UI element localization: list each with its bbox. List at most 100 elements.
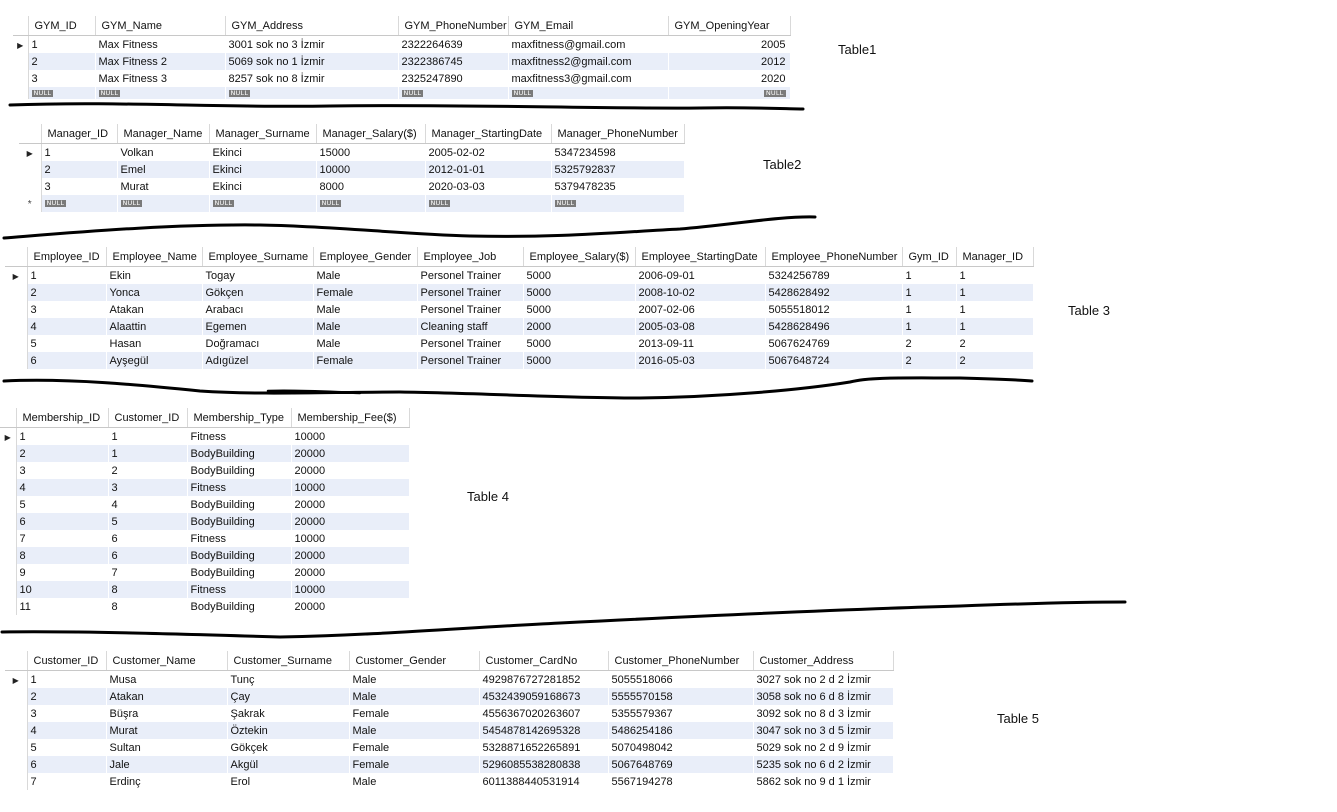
column-header[interactable]: Manager_Surname <box>209 124 317 144</box>
null-cell[interactable]: NULL <box>668 87 791 99</box>
row-selector-header[interactable] <box>19 124 42 144</box>
table-row[interactable]: 5 Sultan Gökçek Female 5328871652265891 … <box>5 739 894 756</box>
column-header[interactable]: Customer_Surname <box>227 651 350 671</box>
row-selector[interactable] <box>5 773 28 790</box>
column-header[interactable]: Membership_ID <box>16 408 109 428</box>
table-cell[interactable]: 5055518066 <box>608 670 754 688</box>
table-cell[interactable]: 1 <box>27 266 107 284</box>
table-cell[interactable]: 3058 sok no 6 d 8 İzmir <box>753 688 894 705</box>
table-cell[interactable]: 1 <box>41 143 118 161</box>
table-cell[interactable]: BodyBuilding <box>187 547 292 564</box>
table-cell[interactable]: Öztekin <box>227 722 350 739</box>
row-selector-header[interactable] <box>13 16 29 36</box>
column-header[interactable]: GYM_Address <box>225 16 399 36</box>
row-selector[interactable] <box>5 352 28 369</box>
row-selector[interactable] <box>19 178 42 195</box>
table-cell[interactable]: 20000 <box>291 496 410 513</box>
table-cell[interactable]: 8257 sok no 8 İzmir <box>225 70 399 87</box>
table-cell[interactable]: 2 <box>956 335 1034 352</box>
table-cell[interactable]: 5067624769 <box>765 335 903 352</box>
column-header[interactable]: Customer_PhoneNumber <box>608 651 754 671</box>
table-cell[interactable]: Female <box>313 352 418 369</box>
table-cell[interactable]: 20000 <box>291 462 410 479</box>
table-row[interactable]: 2 1 BodyBuilding 20000 <box>0 445 410 462</box>
table-cell[interactable]: Fitness <box>187 581 292 598</box>
table-cell[interactable]: Togay <box>202 266 314 284</box>
table-cell[interactable]: 2 <box>902 352 957 369</box>
table-cell[interactable]: 5567194278 <box>608 773 754 790</box>
table-cell[interactable]: 6 <box>27 352 107 369</box>
null-cell[interactable]: NULL <box>508 87 669 99</box>
table-cell[interactable]: Ekinci <box>209 143 317 161</box>
column-header[interactable]: Customer_ID <box>108 408 188 428</box>
table-row[interactable]: 7 6 Fitness 10000 <box>0 530 410 547</box>
table-cell[interactable]: Ekin <box>106 266 203 284</box>
table-cell[interactable]: 3 <box>16 462 109 479</box>
null-cell[interactable]: NULL <box>28 87 96 99</box>
table-cell[interactable]: Jale <box>106 756 228 773</box>
table-cell[interactable]: 10000 <box>291 530 410 547</box>
column-header[interactable]: GYM_OpeningYear <box>668 16 791 36</box>
null-cell[interactable]: NULL <box>425 195 552 212</box>
table-cell[interactable]: Gökçek <box>227 739 350 756</box>
table-row[interactable]: 4 3 Fitness 10000 <box>0 479 410 496</box>
table-cell[interactable]: Ekinci <box>209 161 317 178</box>
table-cell[interactable]: Erol <box>227 773 350 790</box>
table-cell[interactable]: 5325792837 <box>551 161 685 178</box>
table-cell[interactable]: Cleaning staff <box>417 318 524 335</box>
table-cell[interactable]: 5067648769 <box>608 756 754 773</box>
table-row[interactable]: 6 Jale Akgül Female 5296085538280838 506… <box>5 756 894 773</box>
table-row[interactable]: 3 Büşra Şakrak Female 4556367020263607 5… <box>5 705 894 722</box>
table-cell[interactable]: 10000 <box>316 161 426 178</box>
table-cell[interactable]: 2 <box>41 161 118 178</box>
table-cell[interactable]: Tunç <box>227 670 350 688</box>
table-cell[interactable]: maxfitness@gmail.com <box>508 35 669 53</box>
table-cell[interactable]: Erdinç <box>106 773 228 790</box>
column-header[interactable]: Manager_Name <box>117 124 210 144</box>
table-cell[interactable]: 20000 <box>291 513 410 530</box>
row-selector[interactable] <box>0 445 17 462</box>
row-selector[interactable] <box>5 318 28 335</box>
table-cell[interactable]: Büşra <box>106 705 228 722</box>
table-row[interactable]: 9 7 BodyBuilding 20000 <box>0 564 410 581</box>
table-cell[interactable]: 10000 <box>291 581 410 598</box>
new-row[interactable]: * NULL NULL NULL NULL NULL NULL <box>19 195 685 212</box>
table-cell[interactable]: 1 <box>902 318 957 335</box>
null-cell[interactable]: NULL <box>225 87 399 99</box>
table-row[interactable]: 2 Yonca Gökçen Female Personel Trainer 5… <box>5 284 1034 301</box>
table-cell[interactable]: 5000 <box>523 284 636 301</box>
null-cell[interactable]: NULL <box>209 195 317 212</box>
new-row[interactable]: NULL NULL NULL NULL NULL NULL <box>13 87 791 99</box>
column-header[interactable]: Customer_Gender <box>349 651 480 671</box>
table-cell[interactable]: 4 <box>16 479 109 496</box>
table-row[interactable]: 2 Max Fitness 2 5069 sok no 1 İzmir 2322… <box>13 53 791 70</box>
new-row-star-icon[interactable]: * <box>19 195 42 212</box>
table-cell[interactable]: 5070498042 <box>608 739 754 756</box>
table-row[interactable]: 4 Alaattin Egemen Male Cleaning staff 20… <box>5 318 1034 335</box>
table-cell[interactable]: Doğramacı <box>202 335 314 352</box>
table-cell[interactable]: Ekinci <box>209 178 317 195</box>
table-cell[interactable]: 1 <box>902 284 957 301</box>
table-cell[interactable]: Personel Trainer <box>417 335 524 352</box>
table-row[interactable]: ▶ 1 Ekin Togay Male Personel Trainer 500… <box>5 266 1034 284</box>
table-cell[interactable]: BodyBuilding <box>187 462 292 479</box>
table-cell[interactable]: 5067648724 <box>765 352 903 369</box>
table-cell[interactable]: 5486254186 <box>608 722 754 739</box>
table-cell[interactable]: 4532439059168673 <box>479 688 609 705</box>
table-cell[interactable]: 5 <box>16 496 109 513</box>
table-cell[interactable]: 1 <box>956 266 1034 284</box>
table-cell[interactable]: 3 <box>41 178 118 195</box>
table-row[interactable]: 3 Murat Ekinci 8000 2020-03-03 537947823… <box>19 178 685 195</box>
row-selector-header[interactable] <box>5 247 28 267</box>
row-selector[interactable] <box>5 284 28 301</box>
table-cell[interactable]: BodyBuilding <box>187 445 292 462</box>
table-cell[interactable]: 2007-02-06 <box>635 301 766 318</box>
row-selector[interactable] <box>13 70 29 87</box>
table-row[interactable]: 2 Atakan Çay Male 4532439059168673 55555… <box>5 688 894 705</box>
row-selector-header[interactable] <box>5 651 28 671</box>
table-cell[interactable]: 3047 sok no 3 d 5 İzmir <box>753 722 894 739</box>
table-cell[interactable]: 3001 sok no 3 İzmir <box>225 35 399 53</box>
table-cell[interactable]: 3 <box>108 479 188 496</box>
table-cell[interactable]: Male <box>349 722 480 739</box>
table-cell[interactable]: 20000 <box>291 564 410 581</box>
